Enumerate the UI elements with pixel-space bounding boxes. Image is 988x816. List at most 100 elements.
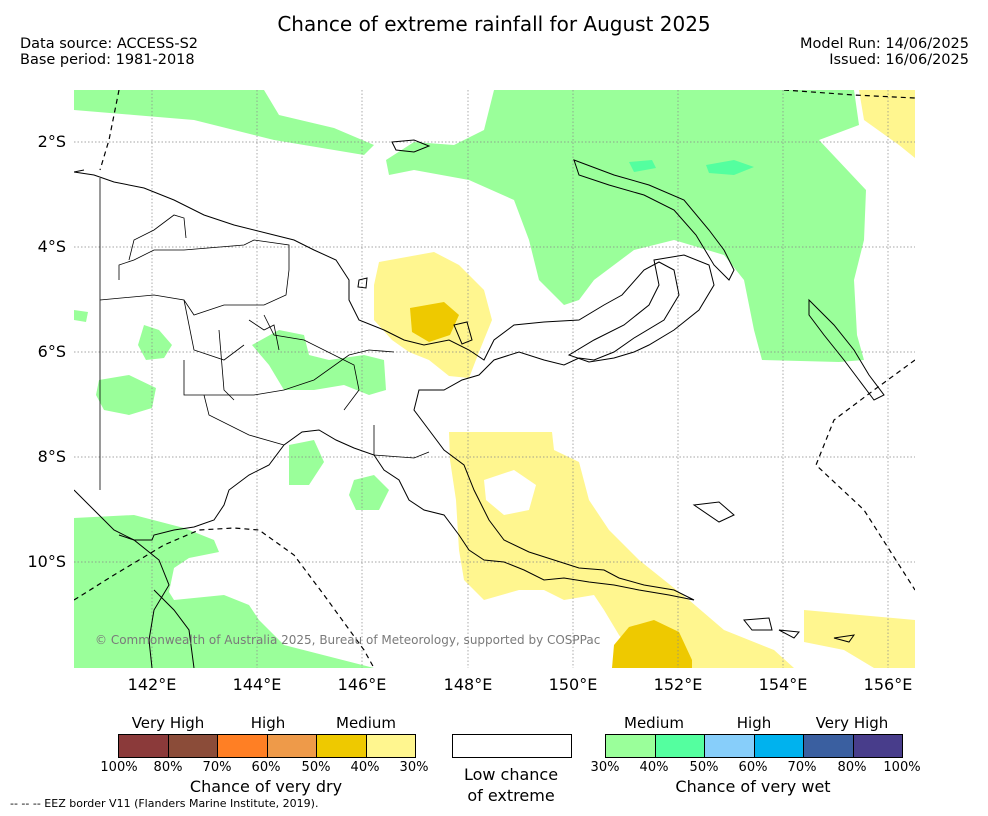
umboi: [453, 321, 473, 345]
dry-swatch-1: [119, 735, 169, 757]
dry-area-east: [804, 610, 915, 668]
province-line-2: [183, 299, 245, 361]
low-caption-line2: of extreme: [467, 786, 555, 805]
model-run: Model Run: 14/06/2025: [799, 36, 969, 52]
new-britain: [567, 254, 715, 363]
rainfall-map: [74, 90, 915, 668]
mainland-coast: [74, 171, 695, 601]
low-chance-caption: Low chance of extreme: [440, 764, 582, 806]
lon-tick-142e: 142°E: [127, 675, 177, 694]
dry-core-huon: [410, 302, 459, 342]
province-line-4: [263, 314, 360, 411]
bougainville: [808, 298, 885, 401]
wet-spot-1: [629, 160, 656, 172]
manus: [391, 139, 431, 153]
lat-tick-10s: 10°S: [27, 552, 66, 571]
karkar: [357, 277, 368, 289]
dry-area-northeast: [859, 90, 915, 158]
wet-area-gulf: [349, 475, 389, 510]
lon-tick-154e: 154°E: [758, 675, 808, 694]
copyright-notice: © Commonwealth of Australia 2025, Bureau…: [95, 633, 601, 647]
dry-tick-30: 30%: [399, 760, 429, 775]
dry-swatch-2: [168, 735, 218, 757]
province-line-7: [128, 214, 187, 261]
wet-colorbar: [605, 734, 903, 758]
dry-header-high: High: [250, 714, 286, 732]
lon-tick-150e: 150°E: [548, 675, 598, 694]
southwest-coast: [153, 589, 195, 668]
lon-tick-152e: 152°E: [653, 675, 703, 694]
wet-header-medium: Medium: [624, 714, 684, 732]
low-chance-swatch: [452, 734, 572, 758]
province-line-6: [373, 425, 430, 459]
wet-swatch-2: [655, 735, 705, 757]
wet-area-south-central: [289, 440, 324, 485]
wet-tick-40: 40%: [639, 760, 669, 775]
wet-swatch-3: [705, 735, 755, 757]
island-southeast-2: [778, 629, 800, 639]
dry-tick-80: 80%: [153, 760, 183, 775]
island-southeast-1: [692, 501, 735, 523]
dry-caption: Chance of very dry: [189, 777, 343, 796]
issued-date: Issued: 16/06/2025: [829, 52, 969, 68]
wet-area-west-coast: [74, 310, 88, 322]
meta-source: Data source: ACCESS-S2 Base period: 1981…: [20, 36, 198, 68]
lat-tick-4s: 4°S: [37, 237, 66, 256]
wet-tick-30: 30%: [590, 760, 620, 775]
province-line-3: [183, 349, 395, 396]
dry-swatch-5: [317, 735, 367, 757]
wet-tick-100: 100%: [883, 760, 921, 775]
eez-south: [74, 527, 375, 668]
low-caption-line1: Low chance: [463, 765, 559, 784]
dry-core-south: [612, 620, 692, 668]
wet-swatch-1: [606, 735, 656, 757]
dry-tick-50: 50%: [301, 760, 331, 775]
dry-header-medium: Medium: [336, 714, 396, 732]
map-title: Chance of extreme rainfall for August 20…: [277, 12, 711, 36]
hole-1: [484, 470, 536, 515]
coastlines: [74, 139, 885, 668]
lon-tick-156e: 156°E: [863, 675, 913, 694]
lat-tick-2s: 2°S: [37, 132, 66, 151]
grid: [74, 90, 915, 668]
wet-tick-70: 70%: [787, 760, 817, 775]
wet-area-highlands: [252, 330, 386, 395]
wet-tick-80: 80%: [837, 760, 867, 775]
data-source: Data source: ACCESS-S2: [20, 36, 199, 52]
dry-tick-60: 60%: [251, 760, 281, 775]
dry-hole: [484, 470, 536, 515]
dry-swatch-6: [366, 735, 415, 757]
wet-swatch-6: [853, 735, 902, 757]
eez-northeast: [783, 90, 915, 99]
wet-header-very-high: Very High: [815, 714, 889, 732]
wet-area-northwest: [74, 90, 374, 155]
new-ireland: [573, 159, 735, 281]
torres-coast: [118, 534, 170, 668]
dry-tick-70: 70%: [202, 760, 232, 775]
wet-area-fly: [138, 325, 172, 360]
frederik-hendrik: [74, 169, 85, 173]
lon-tick-144e: 144°E: [232, 675, 282, 694]
eez-note: -- -- -- EEZ border V11 (Flanders Marine…: [10, 797, 319, 810]
dry-area-southeast: [449, 432, 794, 668]
wet-tick-60: 60%: [738, 760, 768, 775]
dry-swatch-3: [218, 735, 268, 757]
map-canvas: [74, 90, 915, 668]
wet-swatch-5: [804, 735, 854, 757]
lon-tick-146e: 146°E: [337, 675, 387, 694]
lat-tick-8s: 8°S: [37, 447, 66, 466]
island-south: [833, 634, 856, 643]
province-line-5: [203, 394, 285, 446]
eez-border: [74, 90, 915, 668]
province-line-9: [218, 329, 235, 401]
wet-swatch-4: [754, 735, 804, 757]
dry-tick-40: 40%: [350, 760, 380, 775]
dry-header-very-high: Very High: [131, 714, 205, 732]
wet-area-northeast: [386, 90, 866, 362]
island-southeast-3: [743, 617, 773, 631]
eez-east: [815, 359, 915, 591]
lon-tick-148e: 148°E: [443, 675, 493, 694]
province-line-1: [99, 239, 290, 316]
wet-caption: Chance of very wet: [675, 777, 831, 796]
province-line-8: [248, 319, 280, 351]
